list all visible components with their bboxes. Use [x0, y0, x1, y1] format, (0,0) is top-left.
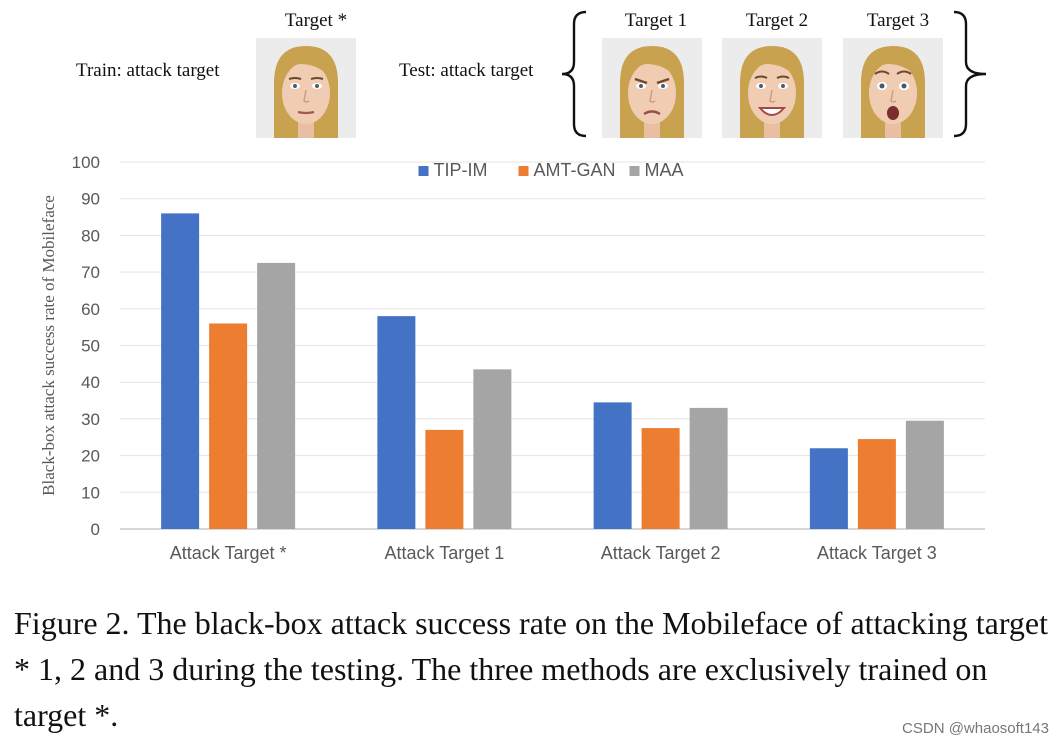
bar-tip-im-2	[377, 316, 416, 529]
y-tick-label: 0	[91, 520, 100, 539]
y-tick-label: 20	[81, 447, 100, 466]
legend-label: TIP-IM	[434, 160, 488, 180]
bar-tip-im-4	[809, 448, 848, 529]
test-face-frown	[602, 38, 702, 138]
y-tick-label: 10	[81, 483, 100, 502]
bar-maa-4	[905, 420, 944, 529]
x-tick-label: Attack Target 2	[601, 543, 721, 563]
bar-tip-im-1	[161, 213, 200, 529]
x-tick-label: Attack Target *	[170, 543, 287, 563]
y-tick-label: 80	[81, 226, 100, 245]
bar-amt-gan-4	[857, 439, 896, 529]
y-axis-label: Black-box attack success rate of Mobilef…	[39, 195, 58, 496]
bar-maa-1	[257, 262, 296, 529]
legend-swatch	[629, 166, 640, 176]
test-label: Test: attack target	[399, 60, 534, 81]
left-curly-brace-icon	[561, 10, 587, 138]
y-tick-label: 40	[81, 373, 100, 392]
bar-maa-2	[473, 369, 512, 529]
test-face-title-3: Target 3	[866, 10, 930, 31]
bar-chart: 0 10 20 30 40 50 60 70 80 90 100 Black-box attack s…	[39, 153, 985, 563]
bar-tip-im-3	[593, 402, 632, 529]
right-curly-brace-icon	[953, 10, 987, 138]
bar-amt-gan-3	[641, 428, 680, 529]
train-label: Train: attack target	[76, 60, 220, 81]
x-tick-label: Attack Target 3	[817, 543, 937, 563]
legend-label: AMT-GAN	[534, 160, 616, 180]
y-tick-label: 100	[72, 153, 100, 172]
test-face-smile	[722, 38, 822, 138]
test-face-surprise	[843, 38, 943, 138]
y-tick-label: 30	[81, 410, 100, 429]
bar-amt-gan-1	[209, 323, 248, 529]
bar-amt-gan-2	[425, 429, 464, 529]
face-reference-strip: Train: attack target Target * Test: atta…	[0, 0, 1063, 145]
x-tick-label: Attack Target 1	[385, 543, 505, 563]
y-tick-label: 60	[81, 300, 100, 319]
legend-swatch	[418, 166, 429, 176]
test-face-title-2: Target 2	[745, 10, 809, 31]
y-tick-label: 90	[81, 190, 100, 209]
train-face-neutral	[256, 38, 356, 138]
y-tick-label: 70	[81, 263, 100, 282]
legend-swatch	[518, 166, 529, 176]
train-face-title: Target *	[284, 10, 348, 31]
watermark: CSDN @whaosoft143	[902, 720, 1049, 737]
legend-label: MAA	[645, 160, 684, 180]
bar-maa-3	[689, 407, 728, 529]
test-face-title-1: Target 1	[624, 10, 688, 31]
y-tick-label: 50	[81, 337, 100, 356]
figure-caption: Figure 2. The black-box attack success r…	[14, 605, 1048, 733]
